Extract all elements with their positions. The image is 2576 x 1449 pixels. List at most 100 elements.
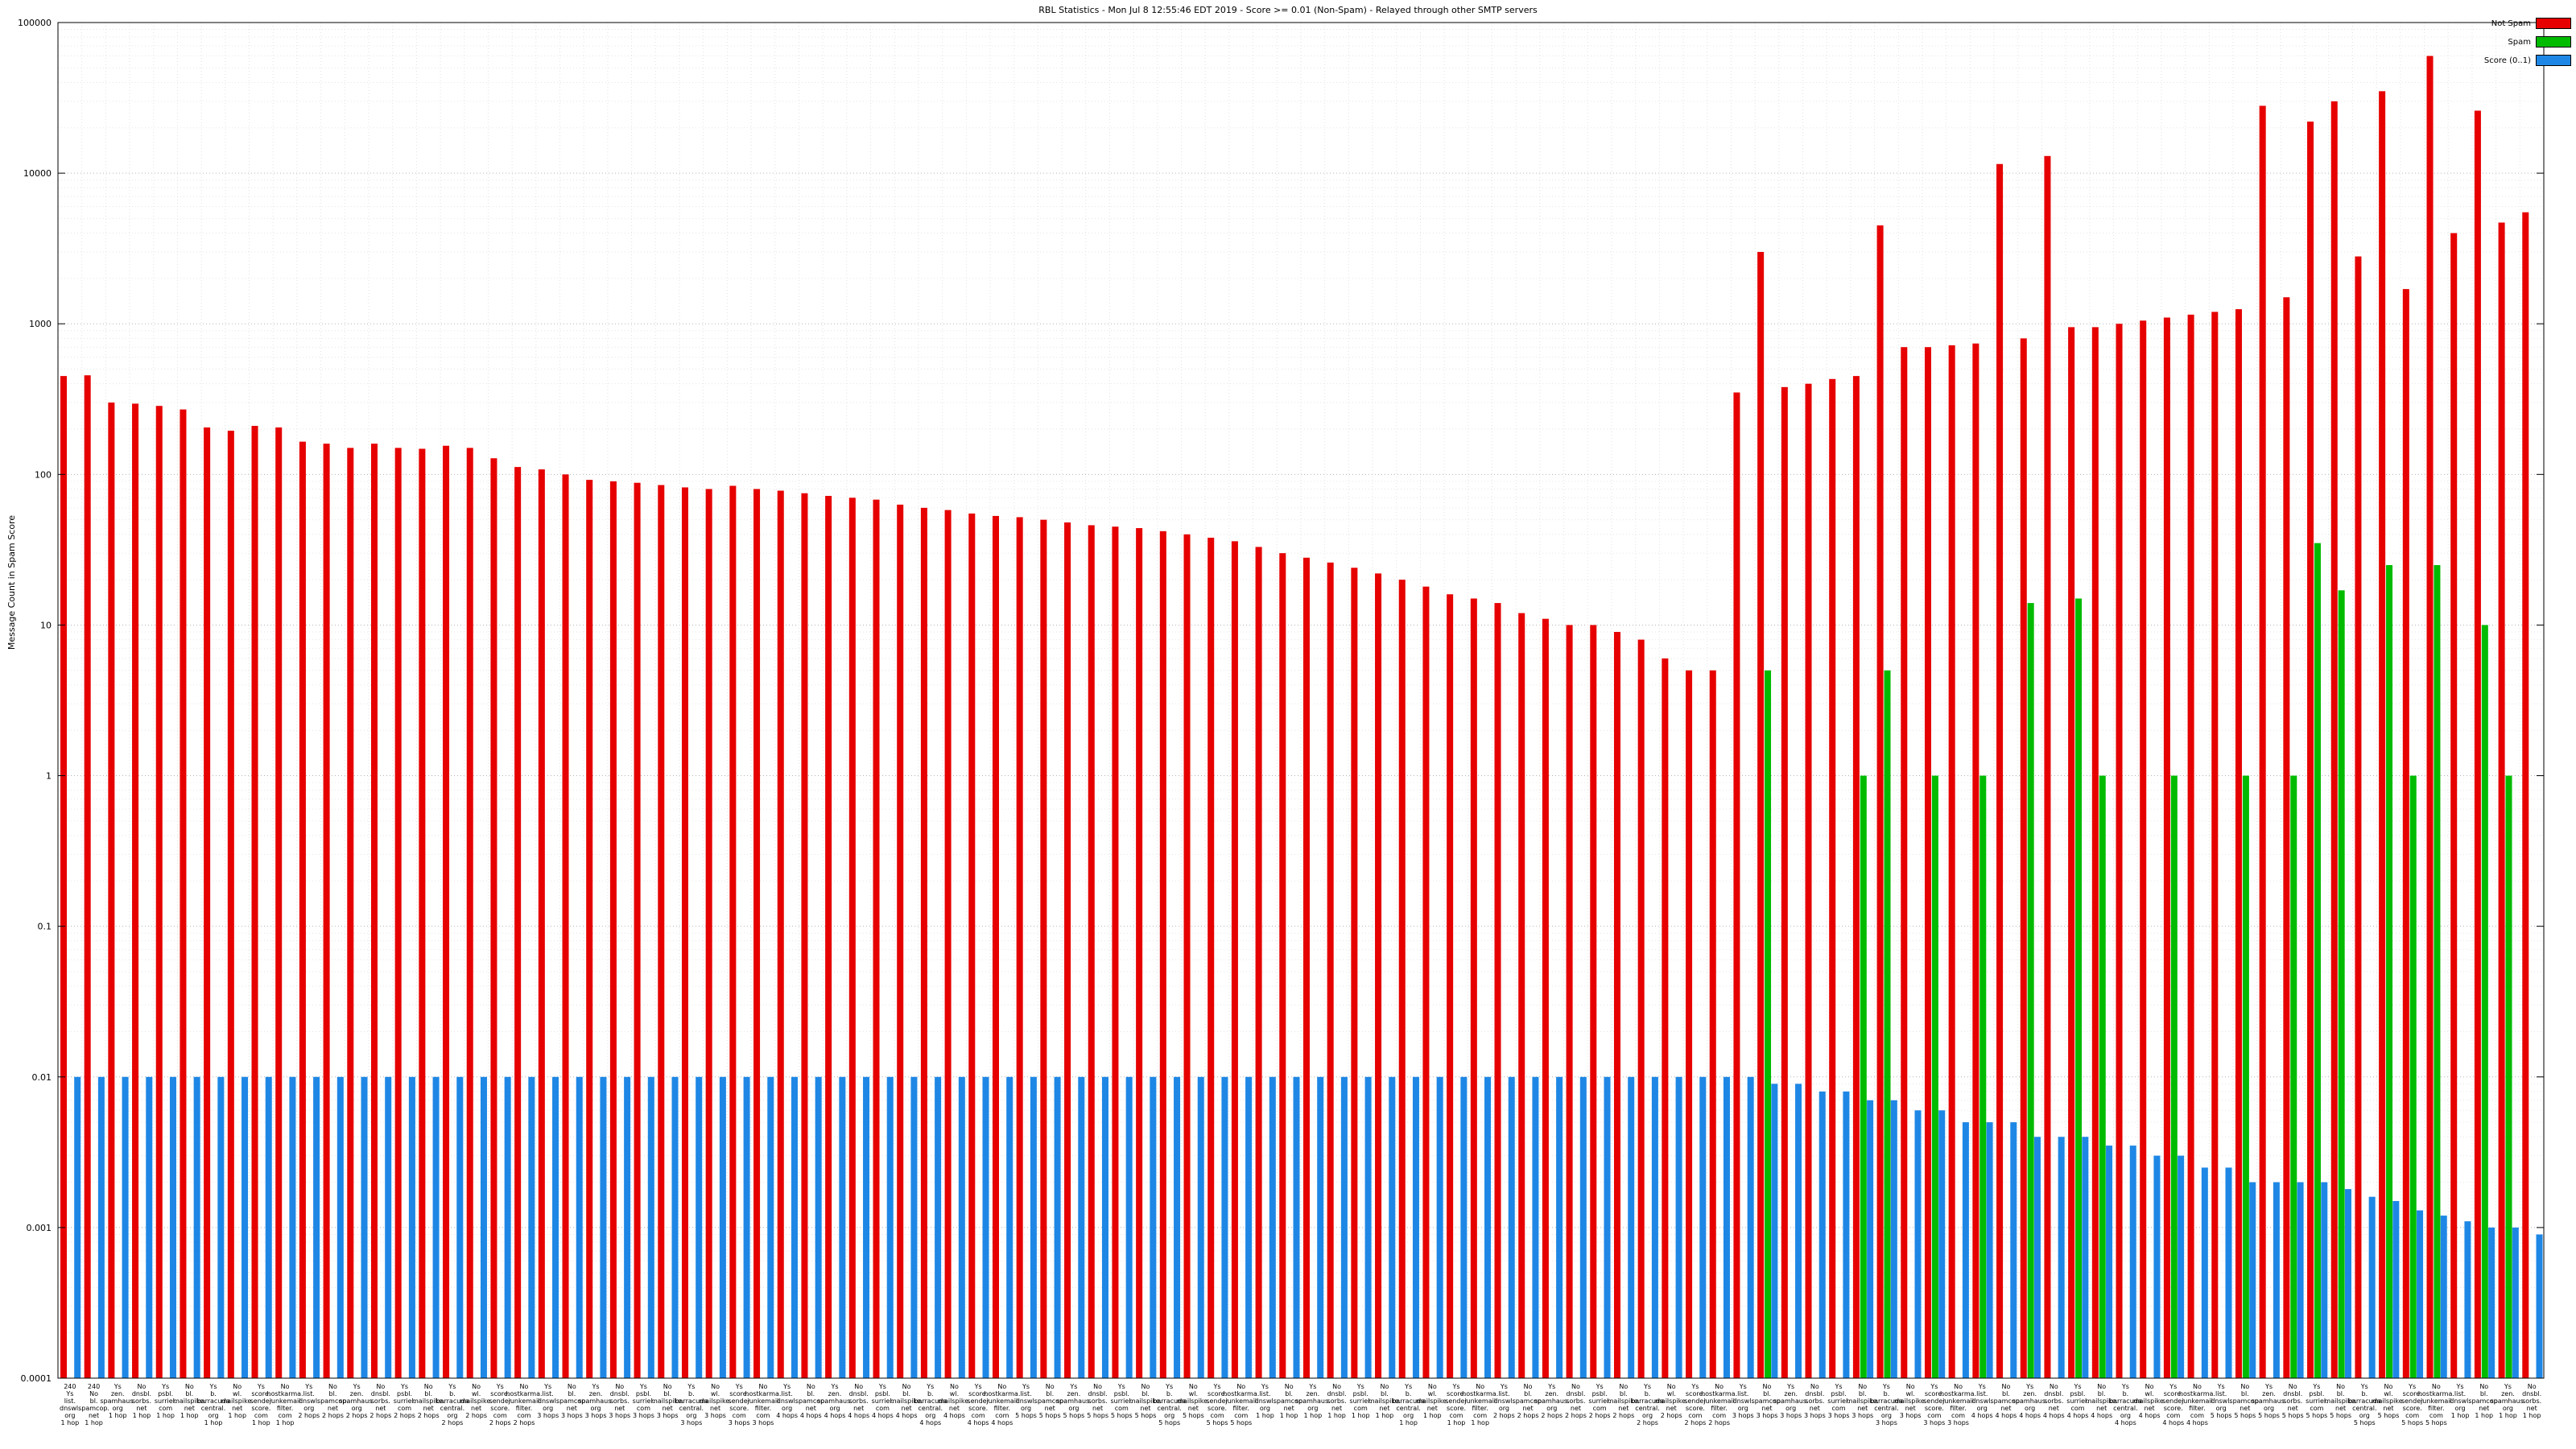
bar-score-0-1 [1890, 1100, 1897, 1378]
x-category-label: No dnsbl. sorbs. net 1 hop [1327, 1383, 1346, 1419]
bar-not-spam [2450, 233, 2458, 1378]
x-category-label: No wl. mailspike. net 4 hops [938, 1383, 970, 1419]
x-category-label: Ys list. dnswl. org 5 hops [1015, 1383, 1037, 1419]
bar-score-0-1 [839, 1076, 846, 1378]
bar-score-0-1 [217, 1076, 225, 1378]
bar-score-0-1 [1150, 1076, 1157, 1378]
bar-score-0-1 [2512, 1227, 2519, 1378]
bar-not-spam [155, 406, 163, 1379]
x-category-label: Ys b. barracuda central. org 2 hops [436, 1383, 469, 1426]
bar-not-spam [1494, 603, 1501, 1378]
bar-score-0-1 [1317, 1076, 1324, 1378]
bar-not-spam [2474, 110, 2481, 1379]
bar-score-0-1 [1604, 1076, 1611, 1378]
bar-not-spam [2426, 56, 2434, 1378]
x-category-label: No bl. mailspike. net 4 hops [2085, 1383, 2117, 1419]
x-category-label: Ys score. sender score. com 5 hops [1206, 1383, 1228, 1426]
x-category-label: Ys b. barracuda central. org 2 hops [1631, 1383, 1664, 1426]
bar-score-0-1 [408, 1076, 415, 1378]
bar-not-spam [873, 499, 880, 1379]
x-category-label: Ys list. dnswl. org 3 hops [537, 1383, 559, 1419]
x-category-label: Ys zen. spamhaus. org 5 hops [2252, 1383, 2287, 1419]
bar-score-0-1 [1221, 1076, 1228, 1378]
bar-score-0-1 [2201, 1167, 2208, 1378]
bar-not-spam [1781, 386, 1788, 1379]
bar-not-spam [1279, 553, 1286, 1379]
bar-not-spam [1255, 547, 1262, 1379]
bar-score-0-1 [2106, 1146, 2113, 1378]
x-category-label: No bl. spamcop. net 1 hop [2468, 1383, 2500, 1419]
bar-score-0-1 [1556, 1076, 1563, 1378]
bar-score-0-1 [385, 1076, 392, 1378]
bar-score-0-1 [146, 1076, 153, 1378]
x-category-label: Ys psbl. surriel. com 1 hop [155, 1383, 177, 1419]
x-category-label: No dnsbl. sorbs. net 2 hops [369, 1383, 391, 1419]
x-category-label: No bl. spamcop. net 5 hops [2229, 1383, 2260, 1419]
bar-not-spam [1302, 557, 1310, 1378]
bar-not-spam [562, 474, 569, 1378]
bar-not-spam [2522, 212, 2529, 1379]
x-category-label: Ys zen. spamhaus. org 2 hops [339, 1383, 374, 1419]
bar-score-0-1 [624, 1076, 631, 1378]
bar-not-spam [490, 458, 497, 1378]
bar-not-spam [419, 448, 426, 1378]
x-category-label: No hostkarma. junkemail filter. com 2 hops [506, 1383, 542, 1426]
bar-not-spam [1112, 526, 1119, 1378]
x-category-label: Ys score. sender score. com 3 hops [729, 1383, 751, 1426]
bar-not-spam [2020, 338, 2027, 1378]
bar-not-spam [1757, 251, 1765, 1379]
chart-title: RBL Statistics - Mon Jul 8 12:55:46 EDT … [1038, 5, 1538, 15]
bar-score-0-1 [647, 1076, 654, 1378]
x-category-label: No dnsbl. sorbs. net 4 hops [2043, 1383, 2065, 1419]
x-category-label: No bl. mailspike. net 3 hops [1847, 1383, 1879, 1419]
bar-score-0-1 [313, 1076, 320, 1378]
bar-not-spam [1852, 376, 1860, 1378]
y-tick-label: 10 [40, 620, 52, 630]
bar-not-spam [1924, 347, 1931, 1379]
x-category-label: Ys score. sender score. com 1 hop [1445, 1383, 1468, 1426]
bar-score-0-1 [1675, 1076, 1682, 1378]
bar-not-spam [394, 448, 402, 1378]
x-category-label: Ys psbl. surriel. com 3 hops [1827, 1383, 1850, 1419]
x-category-label: Ys psbl. surriel. com 1 hop [1349, 1383, 1372, 1419]
x-category-label: No bl. spamcop. net 4 hops [1990, 1383, 2021, 1419]
bar-score-0-1 [1293, 1076, 1300, 1378]
x-category-label: Ys b. barracuda central. org 5 hops [2348, 1383, 2381, 1426]
bar-not-spam [204, 427, 211, 1378]
x-category-label: No wl. mailspike. net 1 hop [221, 1383, 253, 1419]
x-category-label: Ys score. sender score. com 2 hops [1684, 1383, 1707, 1426]
legend-label-not-spam: Not Spam [2491, 19, 2531, 28]
x-category-label: Ys zen. spamhaus. org 5 hops [1056, 1383, 1092, 1419]
bar-not-spam [1231, 541, 1238, 1378]
x-category-label: No hostkarma. junkemail filter. com 3 hops [1940, 1383, 1976, 1426]
bar-score-0-1 [791, 1076, 798, 1378]
bar-score-0-1 [2010, 1122, 2017, 1378]
bar-not-spam [1637, 639, 1645, 1378]
x-category-label: No bl. spamcop. net 2 hops [317, 1383, 349, 1419]
bar-spam [1931, 775, 1938, 1378]
bar-score-0-1 [719, 1076, 726, 1378]
bar-score-0-1 [1484, 1076, 1492, 1378]
x-category-label: Ys list. dnswl. org 1 hop [2450, 1383, 2471, 1419]
bar-not-spam [1398, 580, 1406, 1378]
bar-not-spam [2044, 155, 2051, 1378]
bar-not-spam [275, 427, 283, 1378]
bar-spam [2409, 775, 2417, 1378]
x-category-label: Ys psbl. surriel. com 5 hops [1111, 1383, 1133, 1419]
plot-border [57, 22, 2545, 1379]
y-tick-label: 10000 [23, 168, 52, 179]
x-category-label: Ys list. dnswl. org 5 hops [2211, 1383, 2232, 1419]
bar-score-0-1 [1054, 1076, 1061, 1378]
bar-not-spam [777, 490, 784, 1378]
x-category-label: Ys list. dnswl. org 4 hops [776, 1383, 798, 1419]
bar-not-spam [1351, 568, 1358, 1378]
bar-not-spam [466, 448, 473, 1378]
bar-not-spam [514, 467, 522, 1378]
bar-not-spam [2068, 327, 2075, 1378]
bar-spam [2290, 775, 2297, 1378]
y-tick-label: 1000 [29, 319, 52, 329]
bar-score-0-1 [456, 1076, 464, 1378]
x-category-label: Ys list. dnswl. org 4 hops [1971, 1383, 1993, 1419]
x-category-label: Ys b. barracuda central. org 5 hops [1153, 1383, 1186, 1426]
x-category-label: No hostkarma. junkemail filter. com 1 hop [1462, 1383, 1498, 1426]
